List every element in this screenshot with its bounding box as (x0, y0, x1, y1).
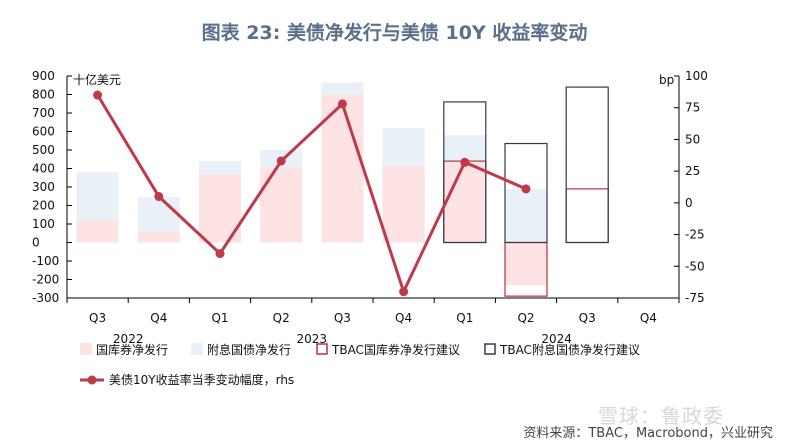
right-axis-tick-label: 100 (685, 69, 708, 83)
right-axis-tick-label: 25 (685, 164, 700, 178)
tbac-bill-outline-bar (565, 188, 609, 244)
legend-swatch (191, 343, 203, 355)
yield-change-point (154, 192, 164, 202)
bill-net-issuance-bar (505, 242, 547, 286)
left-axis-tick-label: 900 (32, 69, 55, 83)
left-axis-tick-label: 700 (32, 106, 55, 120)
right-axis-tick-label: 0 (685, 196, 693, 210)
left-axis-tick-label: 200 (32, 199, 55, 213)
left-axis-tick-label: -200 (32, 273, 59, 287)
x-axis-category-label: Q3 (334, 311, 351, 325)
x-axis-year-label: 2022 (113, 332, 144, 346)
legend-label: 美债10Y收益率当季变动幅度，rhs (109, 372, 294, 387)
yield-change-line (96, 94, 527, 296)
bill-net-issuance-bar (76, 220, 119, 243)
x-axis-category-label: Q4 (640, 311, 657, 325)
left-axis-tick-label: 600 (32, 125, 55, 139)
yield-change-point (276, 156, 286, 166)
x-axis-category-label: Q3 (89, 311, 106, 325)
x-axis-category-label: Q4 (395, 311, 412, 325)
legend-swatch (484, 343, 496, 355)
bill-net-issuance-bar (321, 94, 364, 243)
left-axis-tick-label: 400 (32, 162, 55, 176)
bill-net-issuance-bar (260, 168, 303, 243)
legend-swatch (80, 343, 92, 355)
x-axis-category-label: Q1 (211, 311, 228, 325)
legend-label: TBAC附息国债净发行建议 (499, 342, 640, 357)
x-axis-category-label: Q4 (150, 311, 167, 325)
left-axis-tick-label: 500 (32, 143, 55, 157)
left-axis-tick-label: 0 (32, 236, 40, 250)
legend-label: TBAC国库券净发行建议 (331, 342, 460, 357)
source-note: 资料来源：TBAC，Macrobond，兴业研究 (523, 426, 773, 441)
legend-swatch (316, 343, 328, 355)
left-axis-tick-label: 800 (32, 88, 55, 102)
bill-net-issuance-bar (443, 162, 486, 243)
right-axis-tick-label: -50 (685, 259, 705, 273)
x-axis-category-label: Q1 (456, 311, 473, 325)
yield-change-point (460, 157, 470, 167)
legend-label: 国库券净发行 (96, 342, 168, 357)
yield-change-point (399, 287, 409, 297)
yield-change-point (215, 249, 225, 259)
left-axis-unit-label: 十亿美元 (73, 72, 121, 87)
legend-label: 附息国债净发行 (207, 342, 291, 357)
right-axis-tick-label: -75 (685, 291, 705, 305)
tbac-coupon-outline-bar (504, 142, 548, 244)
left-axis-tick-label: -100 (32, 254, 59, 268)
right-axis-unit-label: bp (659, 73, 674, 87)
x-axis-year-label: 2024 (541, 332, 572, 346)
right-axis-tick-label: -25 (685, 228, 705, 242)
right-axis-tick-label: 50 (685, 132, 700, 146)
bill-net-issuance-bar (137, 232, 180, 243)
yield-change-point (521, 184, 531, 194)
right-axis-tick-label: 75 (685, 101, 700, 115)
bill-net-issuance-bar (382, 165, 425, 243)
watermark: 雪球：鲁政委 (598, 404, 724, 428)
x-axis-category-label: Q2 (517, 311, 534, 325)
left-axis-tick-label: -300 (32, 291, 59, 305)
coupon-net-issuance-bar (505, 188, 547, 243)
yield-change-point (93, 90, 103, 100)
yield-change-point (337, 99, 347, 109)
tbac-coupon-outline-bar (565, 86, 609, 244)
x-axis-category-label: Q2 (273, 311, 290, 325)
chart-title: 图表 23: 美债净发行与美债 10Y 收益率变动 (201, 22, 588, 44)
left-axis-tick-label: 100 (32, 217, 55, 231)
legend-swatch-marker (87, 375, 97, 385)
x-axis-category-label: Q3 (579, 311, 596, 325)
left-axis-tick-label: 300 (32, 180, 55, 194)
x-axis-year-label: 2023 (297, 332, 328, 346)
